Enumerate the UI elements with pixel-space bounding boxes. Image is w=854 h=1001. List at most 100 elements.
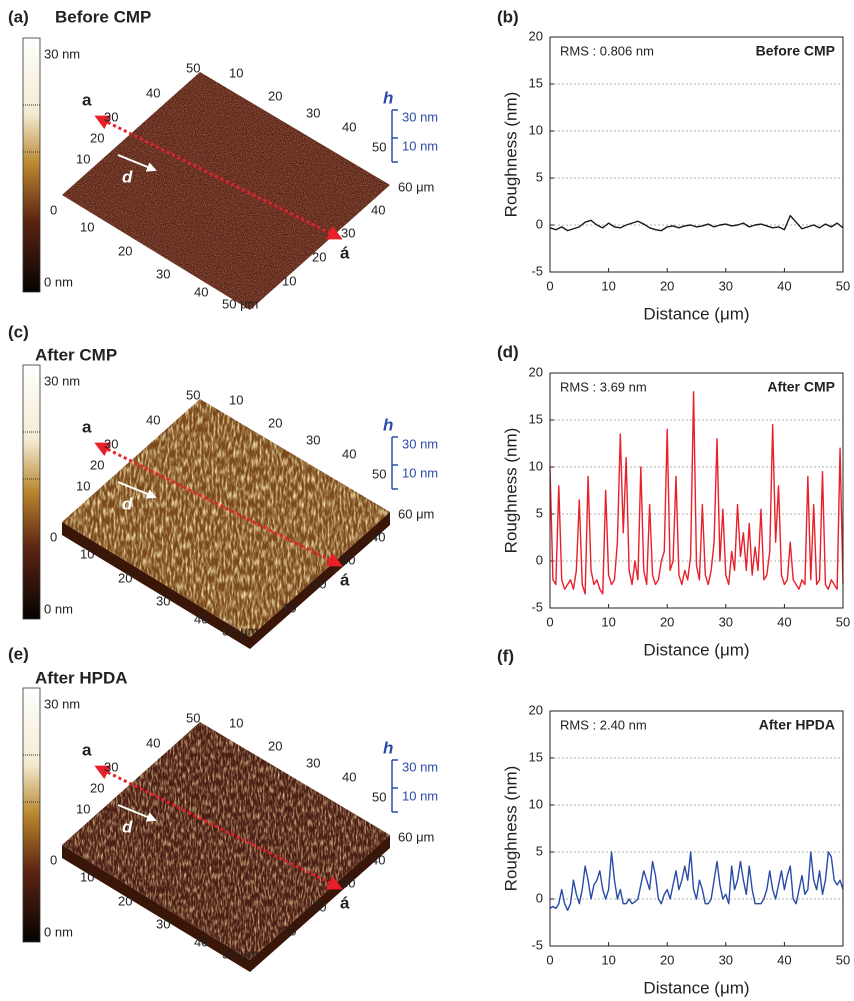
x-tick-label: 10 [601,278,615,293]
x-unit-label: 50 μm [222,296,258,311]
panel-label: (b) [497,7,519,26]
chart-title: After HPDA [759,717,835,733]
x-tick-label: 50 [836,614,850,629]
data-line [549,214,844,232]
y-axis-label: Roughness (nm) [501,766,520,892]
y-unit-label: 60 μm [398,506,434,521]
axis-number: 30 [341,552,355,567]
x-unit-label: 50 μm [222,623,258,638]
plot-frame [549,36,844,273]
colorbar-max: 30 nm [44,46,80,61]
axis-number: 30 [104,436,118,451]
plot-frame [549,710,844,947]
x-axis-label: Distance (μm) [643,978,749,997]
y-axis-label: Roughness (nm) [501,428,520,554]
marker-end: á [340,893,350,912]
data-line [549,391,844,595]
axis-number: 10 [282,273,296,288]
panel-label: (a) [8,7,29,26]
axis-number: 10 [229,65,243,80]
panel-label: (c) [8,322,29,341]
direction-label: d [122,167,133,186]
y-tick-label: -5 [531,263,543,278]
axis-number: 50 [372,139,386,154]
height-label: 10 nm [402,465,438,480]
panel-title: After HPDA [35,668,128,687]
axis-number: 10 [80,219,94,234]
colorbar-mid: 0 [50,202,57,217]
y-tick-label: 5 [536,843,543,858]
panel-label: (f) [497,646,514,665]
x-tick-label: 50 [836,952,850,967]
y-axis-label: Roughness (nm) [501,92,520,218]
colorbar-max: 30 nm [44,696,80,711]
colorbar-mid: 0 [50,529,57,544]
y-tick-label: 0 [536,216,543,231]
direction-label: d [122,494,133,513]
axis-number: 20 [118,570,132,585]
height-label: 30 nm [402,109,438,124]
marker-start: a [82,417,92,436]
x-tick-label: 40 [777,952,791,967]
x-tick-label: 0 [546,952,553,967]
axis-number: 20 [312,249,326,264]
y-unit-label: 60 μm [398,179,434,194]
axis-number: 10 [80,869,94,884]
y-tick-label: -5 [531,937,543,952]
x-tick-label: 50 [836,278,850,293]
y-tick-label: 15 [529,75,543,90]
x-tick-label: 0 [546,278,553,293]
axis-number: 30 [104,109,118,124]
x-tick-label: 30 [719,278,733,293]
direction-arrow [117,154,157,172]
panel-title: After CMP [35,345,117,364]
colorbar-max: 30 nm [44,373,80,388]
axis-number: 10 [282,923,296,938]
x-axis-label: Distance (μm) [643,304,749,323]
height-symbol: h [383,738,393,757]
y-tick-label: 5 [536,169,543,184]
marker-start: a [82,90,92,109]
axis-number: 30 [341,875,355,890]
chart-title: After CMP [767,379,835,395]
x-unit-label: 50 μm [222,946,258,961]
axis-number: 10 [229,715,243,730]
axis-number: 40 [194,611,208,626]
y-tick-label: 10 [529,122,543,137]
chart-title: Before CMP [756,43,835,59]
x-tick-label: 40 [777,614,791,629]
colorbar [22,687,41,943]
y-tick-label: 20 [529,702,543,717]
axis-number: 50 [372,466,386,481]
height-symbol: h [383,88,393,107]
axis-number: 10 [76,801,90,816]
x-tick-label: 10 [601,614,615,629]
colorbar-min: 0 nm [44,601,73,616]
axis-number: 20 [90,457,104,472]
x-tick-label: 30 [719,614,733,629]
y-tick-label: 5 [536,505,543,520]
annotation: RMS : 3.69 nm [560,379,647,394]
y-tick-label: 0 [536,552,543,567]
axis-number: 20 [90,130,104,145]
marker-start: a [82,740,92,759]
axis-number: 30 [156,916,170,931]
axis-number: 10 [76,151,90,166]
panel-label: (d) [497,342,519,361]
axis-number: 30 [156,266,170,281]
axis-number: 30 [306,105,320,120]
axis-number: 30 [306,755,320,770]
axis-number: 40 [342,446,356,461]
axis-number: 40 [342,769,356,784]
axis-number: 20 [268,738,282,753]
y-tick-label: 10 [529,458,543,473]
y-tick-label: 15 [529,749,543,764]
axis-number: 50 [186,710,200,725]
plot-frame [549,372,844,609]
axis-number: 20 [312,899,326,914]
panel-label: (e) [8,644,29,663]
surface-side [62,835,390,972]
height-label: 10 nm [402,788,438,803]
axis-number: 50 [186,60,200,75]
